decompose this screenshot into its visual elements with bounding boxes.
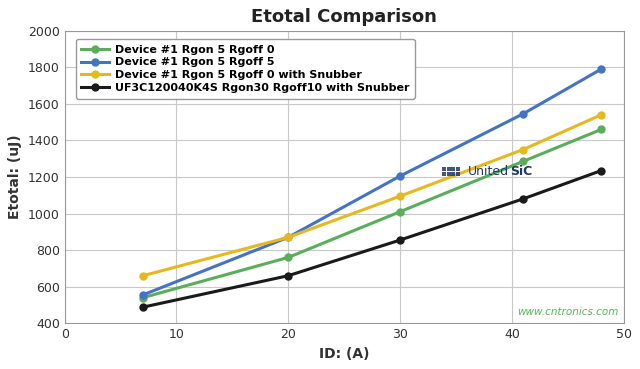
Device #1 Rgon 5 Rgoff 0 with Snubber [396, 194, 404, 199]
Legend: Device #1 Rgon 5 Rgoff 0, Device #1 Rgon 5 Rgoff 5, Device #1 Rgon 5 Rgoff 0 wit: Device #1 Rgon 5 Rgoff 0, Device #1 Rgon… [76, 39, 415, 99]
Device #1 Rgon 5 Rgoff 5 [396, 174, 404, 178]
Line: Device #1 Rgon 5 Rgoff 5: Device #1 Rgon 5 Rgoff 5 [140, 66, 605, 299]
Bar [442, 167, 446, 169]
Y-axis label: Etotal: (uJ): Etotal: (uJ) [8, 135, 22, 219]
Device #1 Rgon 5 Rgoff 0 with Snubber [284, 235, 292, 239]
Bar [442, 172, 446, 174]
UF3C120040K4S Rgon30 Rgoff10 with Snubber [598, 168, 605, 173]
Bar [447, 167, 451, 169]
Device #1 Rgon 5 Rgoff 5 [598, 67, 605, 71]
Device #1 Rgon 5 Rgoff 5 [139, 293, 147, 297]
Device #1 Rgon 5 Rgoff 0 [284, 255, 292, 260]
Bar [447, 175, 451, 176]
Bar [442, 175, 446, 176]
Bar [451, 167, 455, 169]
Device #1 Rgon 5 Rgoff 0 with Snubber [519, 147, 527, 152]
UF3C120040K4S Rgon30 Rgoff10 with Snubber [139, 305, 147, 309]
X-axis label: ID: (A): ID: (A) [319, 346, 369, 361]
Device #1 Rgon 5 Rgoff 0 [598, 127, 605, 132]
Line: Device #1 Rgon 5 Rgoff 0: Device #1 Rgon 5 Rgoff 0 [140, 126, 605, 301]
Text: SiC: SiC [510, 165, 532, 177]
Bar [451, 169, 455, 171]
Bar [456, 167, 460, 169]
Line: UF3C120040K4S Rgon30 Rgoff10 with Snubber: UF3C120040K4S Rgon30 Rgoff10 with Snubbe… [140, 167, 605, 311]
Bar [447, 172, 451, 174]
Device #1 Rgon 5 Rgoff 0 [396, 210, 404, 214]
Bar [456, 169, 460, 171]
Bar [456, 175, 460, 176]
Bar [442, 169, 446, 171]
Text: United: United [468, 165, 509, 177]
Bar [451, 172, 455, 174]
Device #1 Rgon 5 Rgoff 0 with Snubber [139, 273, 147, 278]
Text: www.cntronics.com: www.cntronics.com [516, 307, 618, 317]
UF3C120040K4S Rgon30 Rgoff10 with Snubber [519, 197, 527, 201]
Bar [451, 175, 455, 176]
Title: Etotal Comparison: Etotal Comparison [252, 8, 437, 26]
Device #1 Rgon 5 Rgoff 0 [519, 159, 527, 163]
Bar [447, 169, 451, 171]
Bar [456, 172, 460, 174]
Device #1 Rgon 5 Rgoff 0 with Snubber [598, 113, 605, 117]
Device #1 Rgon 5 Rgoff 5 [284, 235, 292, 239]
Device #1 Rgon 5 Rgoff 5 [519, 112, 527, 116]
UF3C120040K4S Rgon30 Rgoff10 with Snubber [396, 238, 404, 242]
Device #1 Rgon 5 Rgoff 0 [139, 296, 147, 300]
UF3C120040K4S Rgon30 Rgoff10 with Snubber [284, 273, 292, 278]
Line: Device #1 Rgon 5 Rgoff 0 with Snubber: Device #1 Rgon 5 Rgoff 0 with Snubber [140, 111, 605, 279]
